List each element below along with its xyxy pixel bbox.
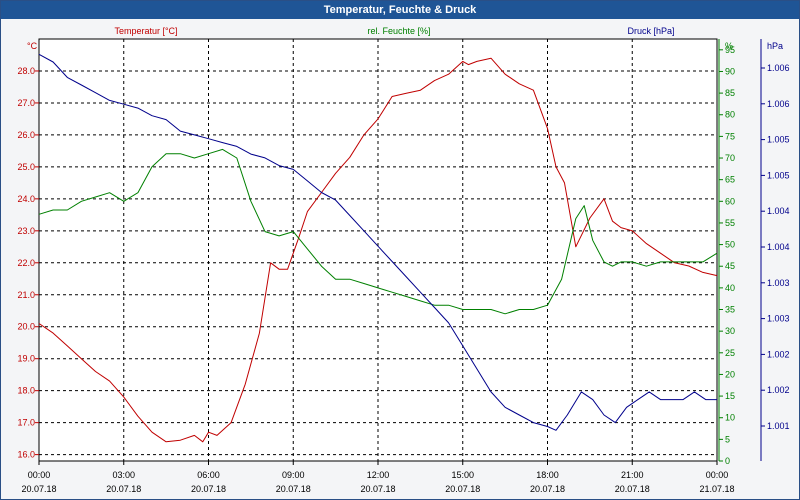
- series-line: [38, 148, 718, 315]
- mid-tick-label: 55: [725, 218, 735, 228]
- x-tick-date: 20.07.18: [191, 484, 226, 494]
- mid-tick-label: 35: [725, 305, 735, 315]
- right-axis-unit: hPa: [767, 41, 783, 51]
- left-tick-label: 24.0: [17, 194, 35, 204]
- x-tick-label: 00:00: [28, 470, 51, 480]
- window-title: Temperatur, Feuchte & Druck: [1, 1, 799, 19]
- right-tick-label: 1.006: [767, 63, 790, 73]
- x-tick-label: 18:00: [536, 470, 559, 480]
- mid-tick-label: 40: [725, 283, 735, 293]
- left-tick-label: 20.0: [17, 322, 35, 332]
- x-tick-label: 21:00: [621, 470, 644, 480]
- mid-axis-unit: %: [725, 41, 733, 51]
- mid-tick-label: 95: [725, 45, 735, 55]
- x-tick-label: 09:00: [282, 470, 305, 480]
- left-tick-label: 18.0: [17, 386, 35, 396]
- x-tick-date: 20.07.18: [21, 484, 56, 494]
- mid-tick-label: 60: [725, 196, 735, 206]
- mid-tick-label: 90: [725, 66, 735, 76]
- x-tick-label: 03:00: [112, 470, 135, 480]
- series-line: [38, 57, 718, 443]
- x-tick-date: 20.07.18: [106, 484, 141, 494]
- series-label: rel. Feuchte [%]: [367, 26, 430, 36]
- series-label: Druck [hPa]: [627, 26, 674, 36]
- right-tick-label: 1.003: [767, 278, 790, 288]
- mid-tick-label: 70: [725, 153, 735, 163]
- mid-tick-label: 50: [725, 240, 735, 250]
- left-tick-label: 26.0: [17, 130, 35, 140]
- mid-tick-label: 80: [725, 110, 735, 120]
- mid-tick-label: 65: [725, 175, 735, 185]
- x-tick-date: 20.07.18: [445, 484, 480, 494]
- x-tick-label: 12:00: [367, 470, 390, 480]
- left-tick-label: 21.0: [17, 290, 35, 300]
- x-tick-label: 00:00: [706, 470, 729, 480]
- right-tick-label: 1.003: [767, 314, 790, 324]
- left-tick-label: 25.0: [17, 162, 35, 172]
- left-tick-label: 27.0: [17, 98, 35, 108]
- x-tick-label: 15:00: [451, 470, 474, 480]
- right-tick-label: 1.006: [767, 99, 790, 109]
- x-tick-date: 20.07.18: [530, 484, 565, 494]
- mid-tick-label: 75: [725, 131, 735, 141]
- left-tick-label: 19.0: [17, 354, 35, 364]
- left-tick-label: 23.0: [17, 226, 35, 236]
- x-tick-date: 21.07.18: [699, 484, 734, 494]
- mid-tick-label: 25: [725, 348, 735, 358]
- right-tick-label: 1.004: [767, 206, 790, 216]
- series-line: [38, 53, 717, 431]
- mid-tick-label: 20: [725, 369, 735, 379]
- x-tick-date: 20.07.18: [615, 484, 650, 494]
- mid-tick-label: 0: [725, 456, 730, 466]
- x-tick-label: 06:00: [197, 470, 220, 480]
- mid-tick-label: 85: [725, 88, 735, 98]
- left-tick-label: 28.0: [17, 66, 35, 76]
- mid-tick-label: 45: [725, 261, 735, 271]
- left-tick-label: 17.0: [17, 418, 35, 428]
- mid-tick-label: 30: [725, 326, 735, 336]
- x-tick-date: 20.07.18: [360, 484, 395, 494]
- left-axis-unit: °C: [27, 41, 38, 51]
- right-tick-label: 1.005: [767, 135, 790, 145]
- right-tick-label: 1.004: [767, 242, 790, 252]
- right-tick-label: 1.002: [767, 385, 790, 395]
- right-tick-label: 1.001: [767, 421, 790, 431]
- right-tick-label: 1.005: [767, 170, 790, 180]
- left-tick-label: 16.0: [17, 450, 35, 460]
- right-tick-label: 1.002: [767, 349, 790, 359]
- x-tick-date: 20.07.18: [276, 484, 311, 494]
- mid-tick-label: 10: [725, 413, 735, 423]
- left-tick-label: 22.0: [17, 258, 35, 268]
- mid-tick-label: 5: [725, 434, 730, 444]
- series-label: Temperatur [°C]: [114, 26, 177, 36]
- mid-tick-label: 15: [725, 391, 735, 401]
